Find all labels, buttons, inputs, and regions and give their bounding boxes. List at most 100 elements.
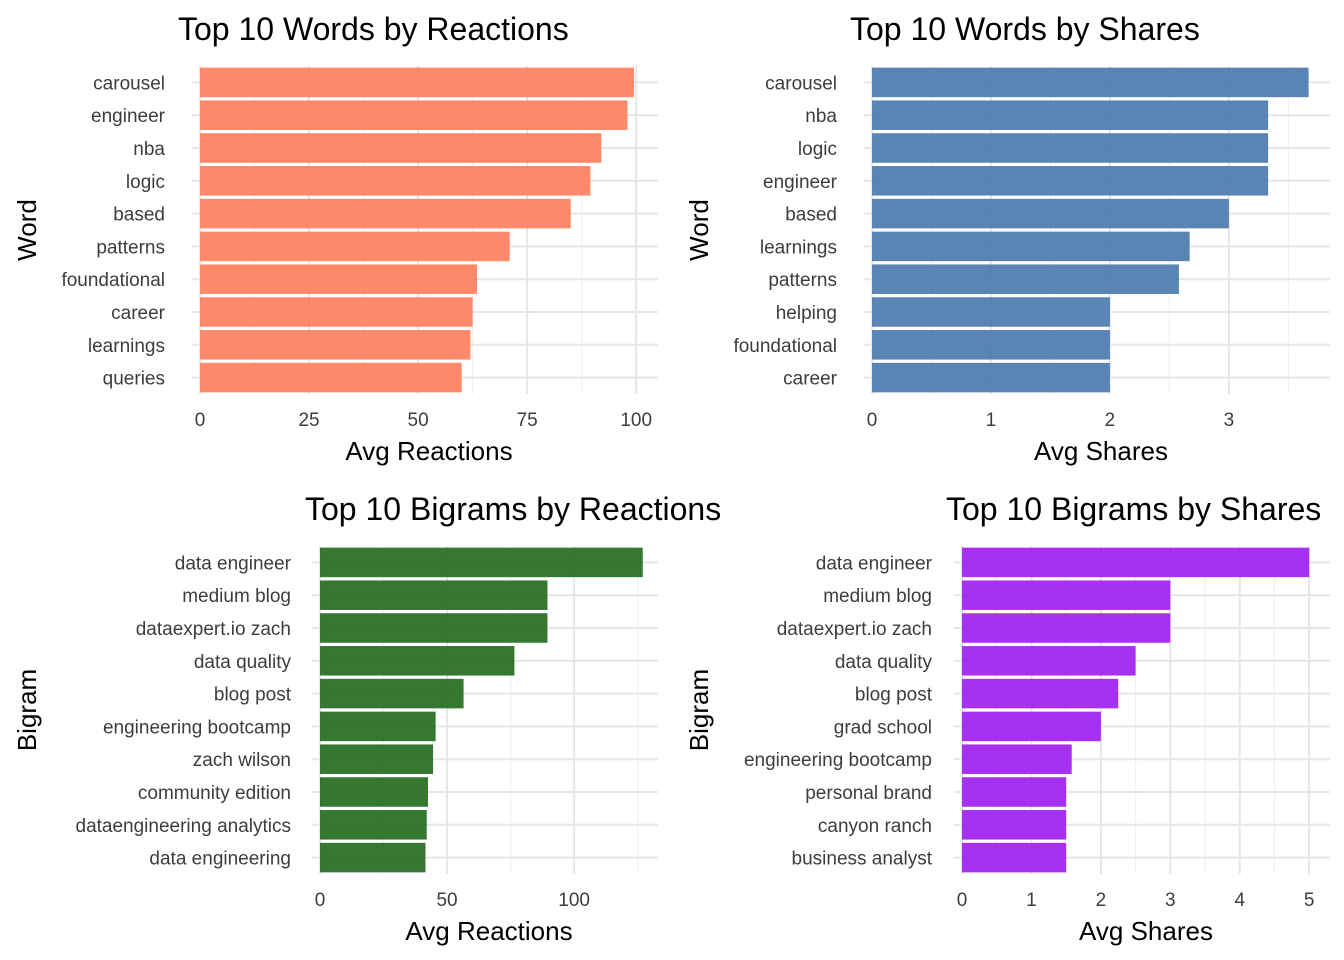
category-label: patterns — [768, 270, 837, 291]
category-label: carousel — [93, 73, 165, 94]
category-label: engineering bootcamp — [103, 717, 291, 738]
chart-title: Top 10 Words by Shares — [850, 11, 1200, 47]
chart-panel-3: data engineer medium blog dataexpert.io za… — [12, 491, 721, 946]
x-tick-label: 0 — [867, 410, 878, 431]
category-label: dataexpert.io zach — [136, 619, 291, 640]
category-label: data quality — [835, 652, 933, 673]
chart-title: Top 10 Bigrams by Reactions — [305, 491, 721, 527]
bar-engineer — [872, 166, 1269, 196]
category-label: data engineer — [816, 553, 933, 574]
bar-zach-wilson — [320, 744, 434, 774]
bar-community-edition — [320, 777, 429, 807]
bar-medium-blog — [320, 580, 548, 610]
bar-engineer — [200, 100, 628, 130]
category-label: data engineer — [175, 553, 292, 574]
x-tick-label: 4 — [1234, 890, 1245, 911]
bar-nba — [200, 133, 602, 163]
x-tick-label: 1 — [986, 410, 997, 431]
chart-title: Top 10 Words by Reactions — [178, 11, 569, 47]
bar-data-engineer — [962, 547, 1310, 578]
category-label: based — [113, 205, 165, 226]
bar-engineering-bootcamp — [962, 744, 1072, 774]
category-label: queries — [103, 369, 165, 390]
category-label: carousel — [765, 73, 837, 94]
bar-business-analyst — [962, 842, 1067, 873]
category-label: foundational — [733, 336, 837, 357]
bar-data-engineering — [320, 842, 426, 873]
bar-patterns — [872, 264, 1179, 294]
category-label: zach wilson — [193, 750, 291, 771]
bar-based — [200, 198, 571, 229]
x-tick-label: 100 — [620, 410, 652, 431]
y-axis-title: Bigram — [12, 669, 42, 751]
x-tick-label: 2 — [1096, 890, 1107, 911]
bar-learnings — [872, 231, 1190, 262]
bar-foundational — [872, 330, 1110, 360]
x-tick-label: 0 — [195, 410, 206, 431]
bar-logic — [872, 133, 1269, 163]
bar-data-quality — [962, 646, 1136, 676]
chart-panel-2: carousel nba logic engineer based learnings pa… — [684, 11, 1330, 466]
category-label: dataexpert.io zach — [777, 619, 932, 640]
category-label: foundational — [61, 270, 165, 291]
x-tick-label: 50 — [436, 890, 457, 911]
category-label: data quality — [194, 652, 292, 673]
bar-personal-brand — [962, 777, 1067, 807]
bar-logic — [200, 166, 591, 196]
x-tick-label: 25 — [298, 410, 319, 431]
y-axis-title: Bigram — [684, 669, 714, 751]
bar-canyon-ranch — [962, 810, 1067, 840]
bar-queries — [200, 362, 462, 393]
x-axis-title: Avg Reactions — [405, 916, 572, 946]
category-label: engineer — [763, 172, 838, 193]
category-label: dataengineering analytics — [76, 816, 292, 837]
bar-nba — [872, 100, 1269, 130]
x-tick-label: 5 — [1304, 890, 1315, 911]
category-label: canyon ranch — [818, 816, 932, 837]
category-label: business analyst — [792, 849, 933, 870]
bar-career — [200, 297, 473, 327]
bar-data-quality — [320, 646, 515, 676]
category-label: career — [783, 369, 838, 390]
category-label: blog post — [855, 685, 933, 706]
category-label: data engineering — [149, 849, 291, 870]
category-label: engineer — [91, 106, 166, 127]
category-label: learnings — [88, 336, 165, 357]
x-tick-label: 3 — [1224, 410, 1235, 431]
category-label: community edition — [138, 783, 291, 804]
bar-engineering-bootcamp — [320, 711, 436, 742]
bar-data-engineer — [320, 547, 643, 578]
bar-medium-blog — [962, 580, 1171, 610]
x-tick-label: 1 — [1026, 890, 1037, 911]
category-label: medium blog — [823, 586, 932, 607]
category-label: based — [785, 205, 837, 226]
chart-title: Top 10 Bigrams by Shares — [946, 491, 1321, 527]
category-label: engineering bootcamp — [744, 750, 932, 771]
chart-panel-1: carousel engineer nba logic based patterns fou… — [12, 11, 658, 466]
x-tick-label: 0 — [957, 890, 968, 911]
bar-blog-post — [320, 678, 464, 709]
bar-career — [872, 362, 1110, 393]
category-label: nba — [133, 139, 165, 160]
y-axis-title: Word — [684, 199, 714, 261]
x-axis-title: Avg Reactions — [345, 436, 512, 466]
category-label: grad school — [834, 717, 932, 738]
category-label: logic — [126, 172, 165, 193]
category-label: nba — [805, 106, 837, 127]
category-label: personal brand — [805, 783, 932, 804]
category-label: learnings — [760, 237, 837, 258]
x-axis-title: Avg Shares — [1079, 916, 1213, 946]
x-tick-label: 75 — [517, 410, 538, 431]
bar-dataexpert-io-zach — [962, 613, 1171, 643]
chart-panel-4: data engineer medium blog dataexpert.io za… — [684, 491, 1330, 946]
category-label: career — [111, 303, 166, 324]
bar-foundational — [200, 264, 477, 294]
category-label: helping — [776, 303, 837, 324]
x-tick-label: 100 — [558, 890, 590, 911]
category-label: patterns — [96, 237, 165, 258]
category-label: medium blog — [182, 586, 291, 607]
bar-learnings — [200, 330, 471, 360]
category-label: logic — [798, 139, 837, 160]
x-tick-label: 50 — [408, 410, 429, 431]
x-tick-label: 2 — [1105, 410, 1116, 431]
